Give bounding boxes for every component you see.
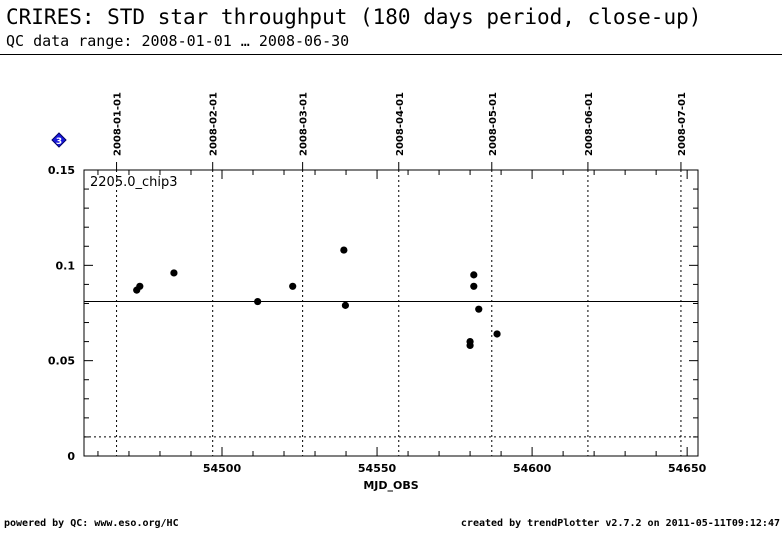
y-tick-label: 0 xyxy=(67,450,75,463)
date-marker-label: 2008-02-01 xyxy=(209,92,220,156)
data-point xyxy=(289,282,297,290)
date-marker-label: 2008-06-01 xyxy=(584,92,595,156)
date-marker-label: 2008-07-01 xyxy=(677,92,688,156)
plot-frame xyxy=(83,169,699,457)
data-point xyxy=(466,341,474,350)
footer-powered-by: powered by QC: www.eso.org/HC xyxy=(4,518,179,529)
y-tick-label: 0.15 xyxy=(48,164,75,177)
data-points xyxy=(133,246,501,350)
data-point xyxy=(254,297,262,306)
date-markers: 2008-01-01 2008-02-01 2008-03-01 2008-04-01… xyxy=(113,92,688,456)
y-axis: 0 0.05 0.1 0.15 xyxy=(48,164,698,463)
y-tick-label: 0.1 xyxy=(56,259,76,272)
x-tick-label: 54500 xyxy=(203,462,242,475)
data-point xyxy=(170,269,178,277)
page-subtitle: QC data range: 2008-01-01 … 2008-06-30 xyxy=(6,32,350,50)
page-title: CRIRES: STD star throughput (180 days pe… xyxy=(6,5,702,29)
data-point xyxy=(341,301,350,309)
data-point xyxy=(475,305,483,313)
date-marker-label: 2008-01-01 xyxy=(113,92,124,156)
date-marker-label: 2008-04-01 xyxy=(395,92,406,156)
badge-diamond-icon xyxy=(51,132,67,148)
date-marker-label: 2008-03-01 xyxy=(299,92,310,156)
chip-badge: 3 xyxy=(51,132,67,148)
y-tick-label: 0.05 xyxy=(48,355,75,368)
x-tick-label: 54650 xyxy=(668,462,707,475)
footer-created-by: created by trendPlotter v2.7.2 on 2011-0… xyxy=(460,518,780,529)
x-axis-label: MJD_OBS xyxy=(363,479,418,492)
x-axis: 54500 54550 54600 54650 xyxy=(97,170,707,475)
title-divider xyxy=(0,54,782,55)
x-tick-label: 54600 xyxy=(513,462,552,475)
data-point xyxy=(136,282,144,290)
data-point xyxy=(340,246,348,254)
reference-lines xyxy=(84,301,698,438)
x-tick-label: 54550 xyxy=(358,462,397,475)
date-marker-label: 2008-05-01 xyxy=(488,92,499,156)
panel-label: 2205.0_chip3 xyxy=(90,175,178,190)
data-point xyxy=(470,282,478,290)
data-point xyxy=(493,330,501,338)
data-point xyxy=(470,271,478,279)
badge-number: 3 xyxy=(56,137,62,147)
